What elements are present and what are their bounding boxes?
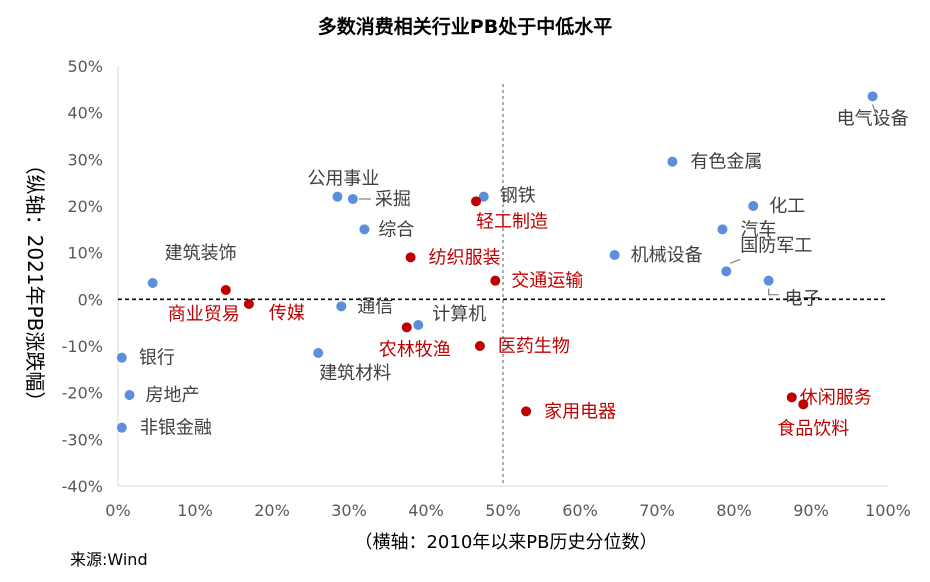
- data-point: [243, 299, 254, 309]
- point-label: 国防军工: [740, 235, 812, 256]
- point-label: 有色金属: [690, 152, 762, 173]
- y-tick-label: -30%: [62, 430, 103, 449]
- data-point: [116, 422, 127, 433]
- data-point: [717, 224, 728, 235]
- data-point: [521, 406, 532, 417]
- point-label: 医药生物: [498, 336, 570, 357]
- data-point: [359, 224, 370, 235]
- point-label: 化工: [769, 196, 805, 217]
- data-point: [748, 201, 759, 211]
- x-tick-label: 20%: [254, 501, 290, 520]
- point-label: 综合: [378, 219, 414, 240]
- point-label: 食品饮料: [777, 418, 849, 439]
- y-tick-label: 30%: [67, 150, 103, 169]
- point-label: 通信: [357, 296, 393, 317]
- x-tick-label: 0%: [105, 501, 130, 520]
- chart-title: 多数消费相关行业PB处于中低水平: [317, 16, 613, 38]
- data-point: [220, 285, 231, 295]
- data-point: [609, 250, 620, 260]
- data-point: [413, 320, 424, 330]
- points-layer: [116, 91, 878, 433]
- data-point: [471, 196, 482, 207]
- data-point: [478, 191, 489, 202]
- y-tick-label: 40%: [67, 104, 103, 123]
- leader-lines-layer: [358, 104, 880, 296]
- data-point: [405, 252, 416, 263]
- point-label: 电气设备: [837, 108, 909, 129]
- x-tick-label: 90%: [793, 501, 829, 520]
- x-tick-label: 70%: [639, 501, 675, 520]
- x-tick-label: 60%: [562, 501, 598, 520]
- data-point: [763, 275, 774, 286]
- data-point: [336, 301, 347, 312]
- tick-labels-layer: 0% 10% 20% 30% 40% 50% 60% 70% 80% 90% 100% 50% 40% 3…: [62, 57, 911, 520]
- y-tick-label: 10%: [67, 244, 103, 263]
- point-label: 公用事业: [307, 169, 379, 190]
- x-tick-label: 30%: [331, 501, 367, 520]
- point-label: 轻工制造: [476, 211, 548, 232]
- point-label: 机械设备: [631, 245, 703, 266]
- point-label: 商业贸易: [168, 304, 240, 325]
- data-point: [490, 275, 501, 286]
- x-tick-label: 40%: [408, 501, 444, 520]
- point-label: 家用电器: [544, 401, 616, 422]
- data-point: [867, 91, 878, 102]
- point-label: 房地产: [146, 385, 200, 406]
- leader-line: [872, 104, 880, 123]
- source-note: 来源:Wind: [70, 550, 148, 569]
- x-tick-label: 80%: [716, 501, 752, 520]
- point-label: 传媒: [269, 303, 305, 324]
- point-label: 计算机: [432, 304, 486, 325]
- point-label: 建筑装饰: [165, 243, 237, 264]
- x-tick-label: 10%: [177, 501, 213, 520]
- point-label: 钢铁: [500, 186, 536, 207]
- point-label: 农林牧渔: [379, 339, 451, 360]
- point-label: 休闲服务: [800, 387, 872, 408]
- y-tick-label: -10%: [62, 337, 103, 356]
- data-point: [667, 156, 678, 167]
- point-label: 交通运输: [511, 271, 583, 292]
- point-label: 纺织服装: [429, 247, 501, 268]
- data-point: [798, 399, 809, 410]
- data-point: [474, 341, 485, 351]
- data-point: [332, 191, 343, 202]
- data-point: [147, 278, 158, 288]
- point-label: 采掘: [375, 189, 411, 210]
- point-label: 银行: [139, 348, 175, 369]
- point-label: 汽车: [740, 219, 776, 240]
- data-point: [401, 322, 412, 333]
- data-point: [786, 392, 797, 403]
- y-tick-label: 0%: [78, 290, 103, 309]
- x-axis-label: （横轴：2010年以来PB历史分位数）: [354, 532, 657, 553]
- y-tick-label: 20%: [67, 197, 103, 216]
- axes-layer: [117, 66, 888, 487]
- data-point: [116, 352, 127, 363]
- x-tick-label: 50%: [485, 501, 521, 520]
- y-tick-label: -40%: [62, 477, 103, 496]
- data-point: [721, 266, 732, 277]
- leader-line: [768, 288, 779, 296]
- y-axis-label: （纵轴：2021年PB涨跌幅）: [23, 155, 47, 412]
- leader-line: [730, 258, 741, 264]
- x-tick-label: 100%: [865, 501, 911, 520]
- y-tick-label: 50%: [67, 57, 103, 76]
- point-label: 电子: [785, 289, 821, 310]
- data-point: [124, 390, 135, 400]
- data-point: [347, 194, 358, 204]
- data-point: [313, 348, 324, 358]
- y-tick-label: -20%: [62, 384, 103, 403]
- point-label: 非银金融: [140, 418, 212, 439]
- point-label: 建筑材料: [319, 363, 391, 384]
